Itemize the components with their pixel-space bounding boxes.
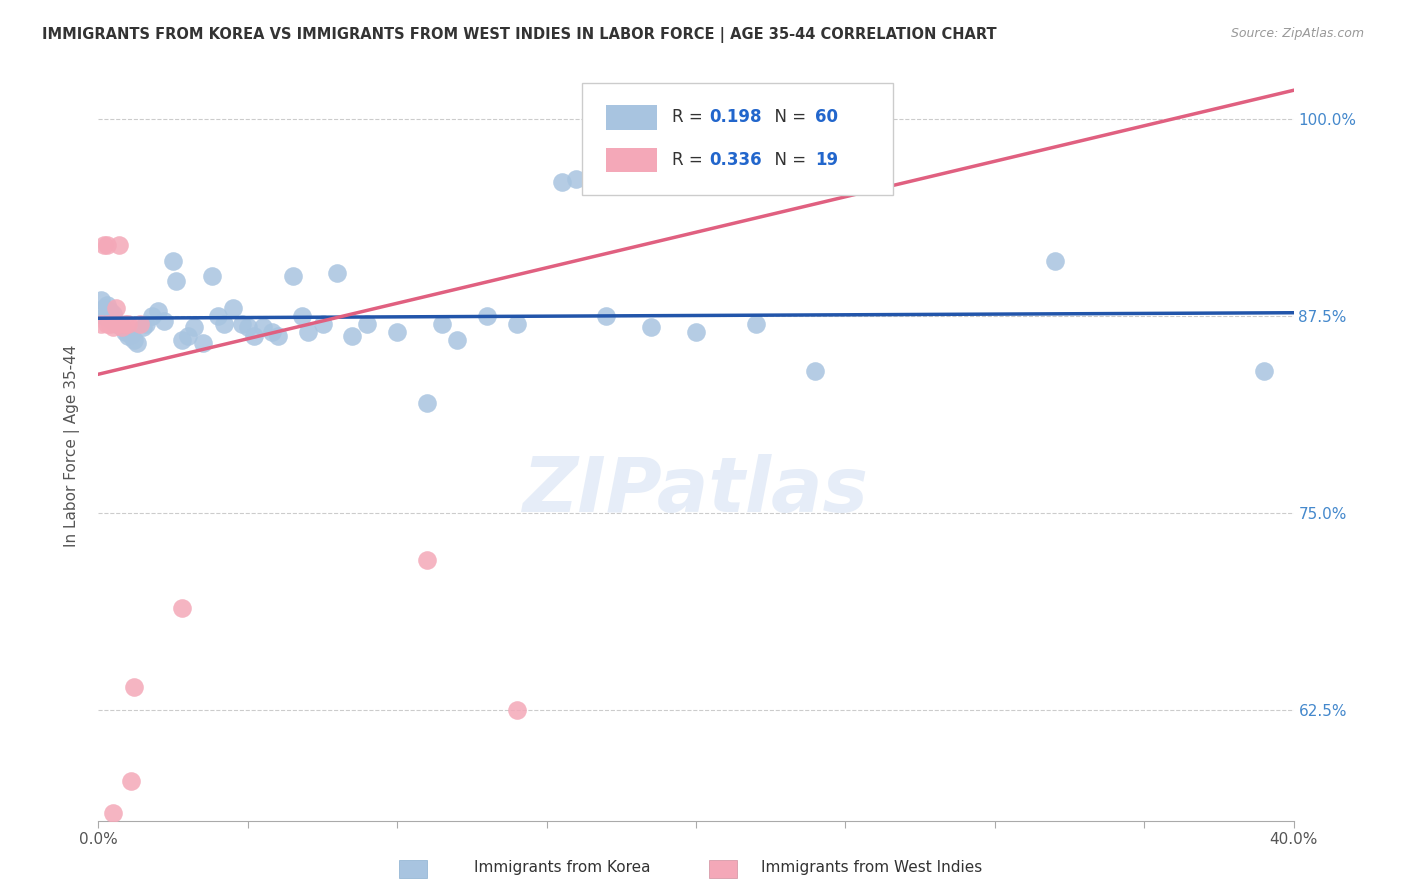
FancyBboxPatch shape [606,148,657,172]
Point [90,317,112,331]
Point [111,319,134,334]
Point [260,325,283,339]
Point [1253,364,1275,378]
Point [117,329,139,343]
Point [120,327,142,342]
Point [93,238,115,252]
Point [103,319,125,334]
Text: ZIPatlas: ZIPatlas [523,454,869,528]
Point [103,313,125,327]
Point [132,319,155,334]
Point [550,175,572,189]
FancyBboxPatch shape [606,105,657,129]
Point [506,317,529,331]
Y-axis label: In Labor Force | Age 35-44: In Labor Force | Age 35-44 [63,345,80,547]
Point [96,298,118,312]
Text: R =: R = [672,152,709,169]
Point [165,274,187,288]
Point [172,333,194,347]
Point [207,309,229,323]
Point [243,329,266,343]
Point [183,319,205,334]
Point [93,301,115,315]
Point [114,317,136,331]
Point [342,329,364,343]
Text: R =: R = [672,108,709,127]
Point [148,304,170,318]
Point [804,364,827,378]
Point [446,333,468,347]
Text: Immigrants from Korea: Immigrants from Korea [474,861,651,875]
Point [565,171,588,186]
Text: 60: 60 [815,108,838,127]
Point [111,319,134,334]
Point [281,269,304,284]
Point [640,319,662,334]
Point [108,317,131,331]
Point [98,304,122,318]
Point [103,307,125,321]
FancyBboxPatch shape [709,860,737,878]
Point [103,805,125,820]
Point [191,335,214,350]
Point [124,680,146,694]
Point [231,317,253,331]
Point [356,317,378,331]
Point [595,309,617,323]
Point [745,317,768,331]
Point [236,319,259,334]
Point [105,317,128,331]
Point [430,317,453,331]
Point [98,312,122,326]
Point [252,319,274,334]
Point [291,309,314,323]
Point [267,329,290,343]
Point [127,335,149,350]
Point [311,317,333,331]
Point [1043,253,1066,268]
Text: 0.336: 0.336 [709,152,762,169]
Text: 0.198: 0.198 [709,108,762,127]
Text: IMMIGRANTS FROM KOREA VS IMMIGRANTS FROM WEST INDIES IN LABOR FORCE | AGE 35-44 : IMMIGRANTS FROM KOREA VS IMMIGRANTS FROM… [42,27,997,43]
Text: Immigrants from West Indies: Immigrants from West Indies [761,861,983,875]
Point [297,325,319,339]
Point [124,333,146,347]
Text: N =: N = [763,108,811,127]
Point [108,238,131,252]
Point [105,301,128,315]
Point [685,325,707,339]
Point [96,238,118,252]
Point [129,317,152,331]
Point [98,317,122,331]
Point [93,309,115,323]
Point [212,317,235,331]
Point [162,253,184,268]
Point [201,269,224,284]
Point [141,309,163,323]
Point [96,317,118,331]
Point [135,317,157,331]
Point [177,329,200,343]
Point [416,553,439,567]
Text: Source: ZipAtlas.com: Source: ZipAtlas.com [1230,27,1364,40]
Point [153,313,176,327]
Point [120,774,142,789]
Point [90,293,112,307]
Point [117,317,139,331]
Point [326,266,349,280]
FancyBboxPatch shape [582,83,893,195]
Point [96,306,118,320]
Point [108,317,131,331]
Text: N =: N = [763,152,811,169]
Point [172,600,194,615]
Point [222,301,245,315]
Point [475,309,498,323]
Text: 19: 19 [815,152,838,169]
Point [506,703,529,717]
Point [114,325,136,339]
Point [416,395,439,409]
Point [385,325,409,339]
FancyBboxPatch shape [399,860,427,878]
